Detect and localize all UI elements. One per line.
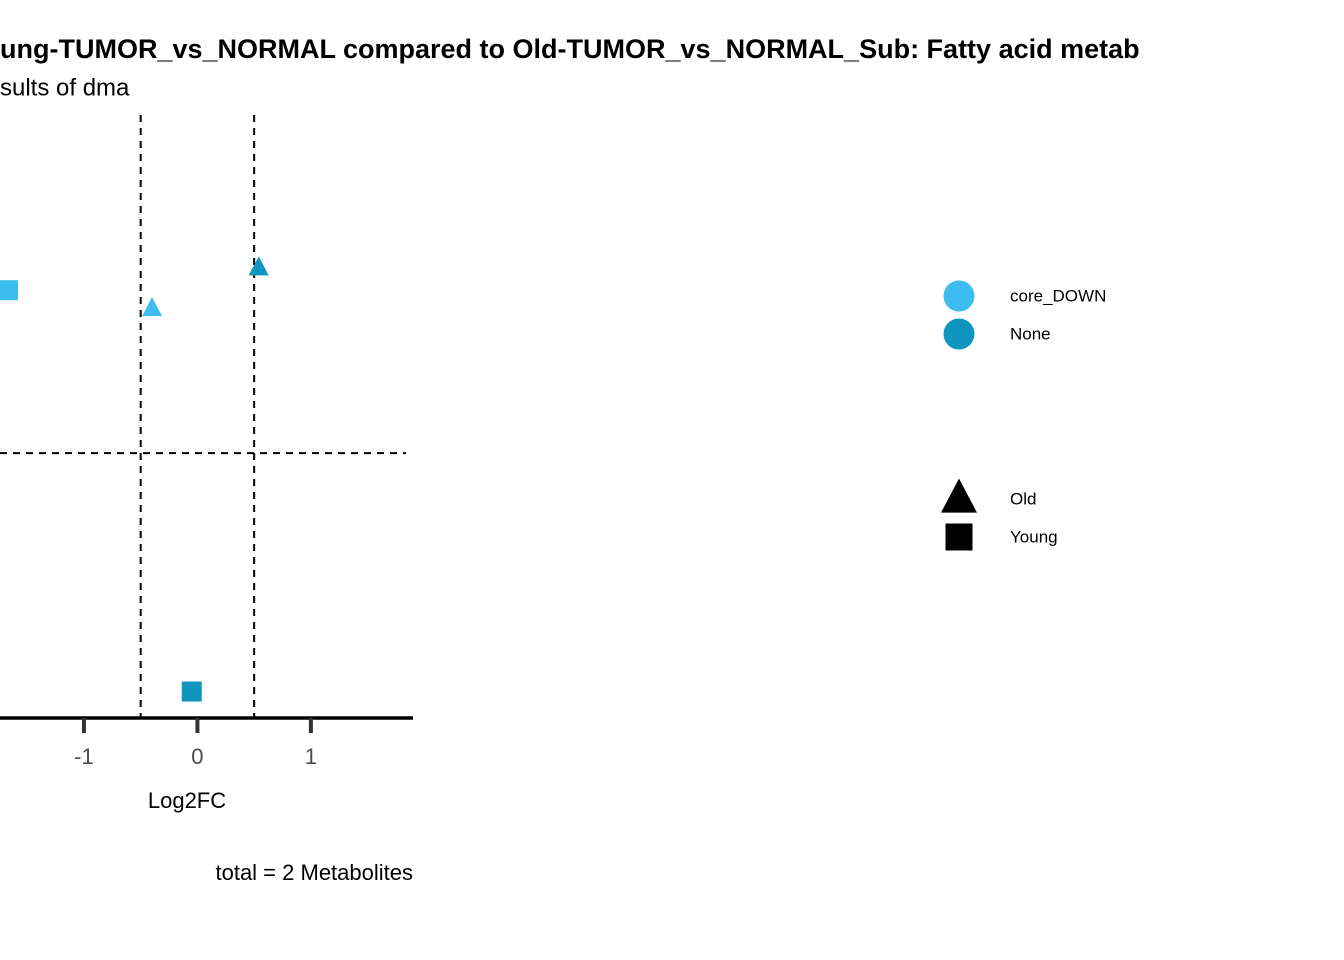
x-tick-label: -1: [74, 744, 94, 769]
legend-key: [945, 523, 973, 551]
x-tick-label: 0: [191, 744, 203, 769]
legend-label: Young: [1010, 527, 1058, 546]
x-axis-label: Log2FC: [148, 788, 226, 813]
legend-key: [943, 280, 975, 312]
caption: total = 2 Metabolites: [215, 860, 413, 885]
legend-label: core_DOWN: [1010, 286, 1106, 305]
chart-subtitle: sults of dma: [0, 74, 130, 101]
legend-key: [943, 318, 975, 350]
point: [0, 280, 18, 301]
x-tick-label: 1: [305, 744, 317, 769]
legend-key: [941, 478, 977, 513]
point: [181, 681, 202, 702]
legend-label: Old: [1010, 489, 1036, 508]
chart-title: ung-TUMOR_vs_NORMAL compared to Old-TUMO…: [0, 34, 1140, 64]
point: [142, 297, 163, 317]
legend-label: None: [1010, 324, 1051, 343]
point: [248, 256, 269, 276]
